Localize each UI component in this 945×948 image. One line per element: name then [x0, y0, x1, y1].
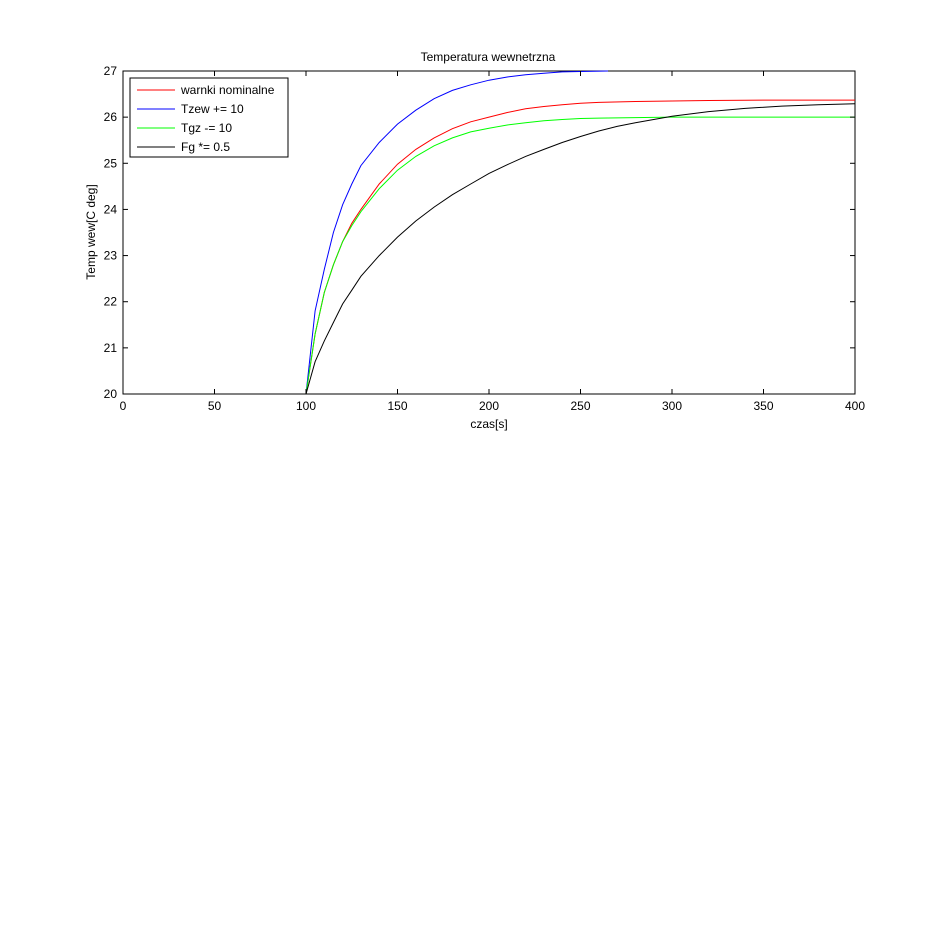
y-tick-label: 24	[104, 202, 118, 216]
y-axis-ticks: 20 21 22 23 24 25 26 27	[104, 64, 855, 401]
y-tick-label: 27	[104, 64, 118, 78]
series-line-2	[123, 116, 855, 395]
y-tick-label: 25	[104, 156, 118, 170]
x-tick-label: 350	[753, 399, 773, 413]
x-tick-label: 200	[479, 399, 499, 413]
x-axis-ticks: 0 50 100 150 200 250 300 350 400	[120, 71, 865, 413]
series-line-3	[123, 103, 856, 395]
x-tick-label: 150	[387, 399, 407, 413]
x-tick-label: 50	[208, 399, 222, 413]
y-tick-label: 21	[104, 341, 118, 355]
series-line-1	[123, 70, 609, 395]
y-tick-label: 20	[104, 387, 118, 401]
series-layer	[123, 70, 856, 395]
x-tick-label: 0	[120, 399, 127, 413]
legend-label-2: Tgz -= 10	[181, 121, 232, 135]
legend-label-0: warnki nominalne	[180, 83, 275, 97]
y-axis-label: Temp wew[C deg]	[84, 184, 98, 279]
legend-label-3: Fg *= 0.5	[181, 140, 230, 154]
x-tick-label: 400	[845, 399, 865, 413]
legend-label-1: Tzew += 10	[181, 102, 244, 116]
y-tick-label: 23	[104, 249, 118, 263]
y-tick-label: 22	[104, 295, 118, 309]
legend: warnki nominalne Tzew += 10 Tgz -= 10 Fg *=…	[129, 77, 289, 158]
x-tick-label: 100	[296, 399, 316, 413]
x-tick-label: 250	[570, 399, 590, 413]
x-axis-label: czas[s]	[470, 417, 507, 431]
x-tick-label: 300	[662, 399, 682, 413]
legend-box	[129, 77, 289, 158]
chart-title: Temperatura wewnetrzna	[421, 50, 556, 64]
y-tick-label: 26	[104, 110, 118, 124]
